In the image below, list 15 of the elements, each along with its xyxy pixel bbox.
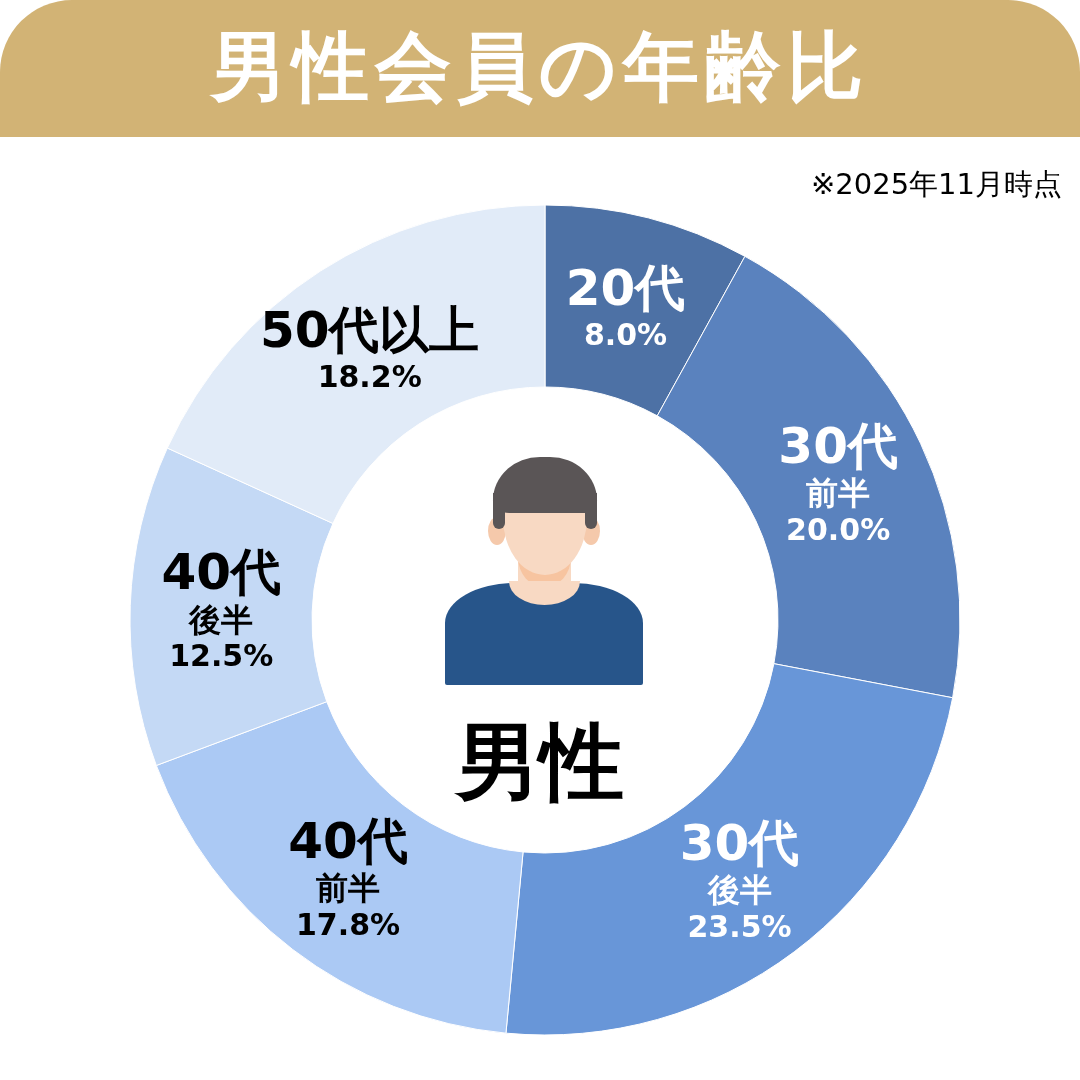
chart-title: 男性会員の年齢比: [211, 21, 869, 113]
slice-label: 50代以上: [259, 300, 480, 359]
data-label: 18.2%: [317, 358, 422, 394]
slice-label: 40代後半: [161, 543, 281, 639]
data-label: 17.8%: [295, 906, 401, 942]
text: 男性: [456, 712, 624, 812]
slice-label: 30代前半: [778, 416, 898, 512]
slice-label: 20代: [565, 259, 686, 318]
data-label: 20.0%: [786, 511, 891, 547]
slice-label: 40代前半: [288, 811, 408, 907]
text: ※2025年11月時点: [810, 166, 1062, 203]
slice-label: 30代後半: [679, 813, 800, 909]
data-label: 12.5%: [169, 638, 274, 674]
data-label: 8.0%: [583, 317, 668, 353]
data-label: 23.5%: [687, 908, 792, 944]
